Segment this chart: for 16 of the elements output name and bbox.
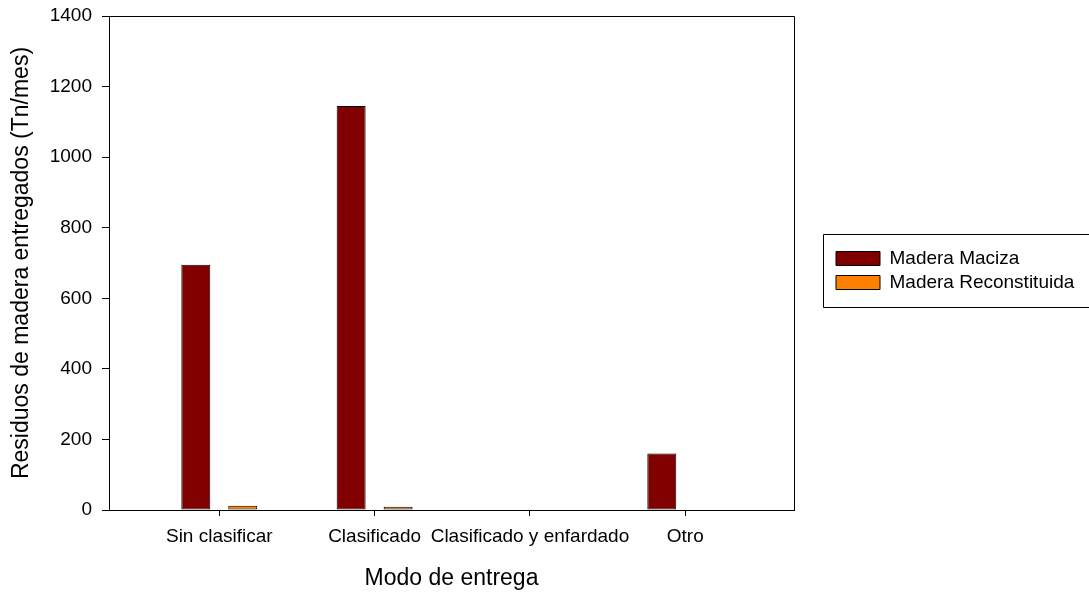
y-axis-title: Residuos de madera entregados (Tn/mes): [7, 46, 34, 480]
legend-label: Madera Maciza: [889, 246, 1020, 268]
x-tick-label: Sin clasificar: [165, 524, 274, 546]
y-tick-label: 800: [60, 215, 92, 237]
y-tick-label: 600: [60, 286, 92, 308]
y-tick-label: 400: [60, 357, 92, 379]
x-tick-label: Clasificado y enfardado: [430, 524, 630, 546]
legend-label: Madera Reconstituida: [889, 270, 1075, 292]
y-tick-label: 1000: [49, 145, 92, 167]
y-tick-label: 1200: [49, 74, 92, 96]
x-tick-label: Clasificado: [328, 524, 422, 546]
y-tick-label: 0: [81, 498, 92, 520]
x-tick-label: Otro: [666, 524, 704, 546]
x-axis-title: Modo de entrega: [364, 563, 539, 590]
y-tick-label: 1400: [49, 4, 92, 26]
y-tick-label: 200: [60, 427, 92, 449]
